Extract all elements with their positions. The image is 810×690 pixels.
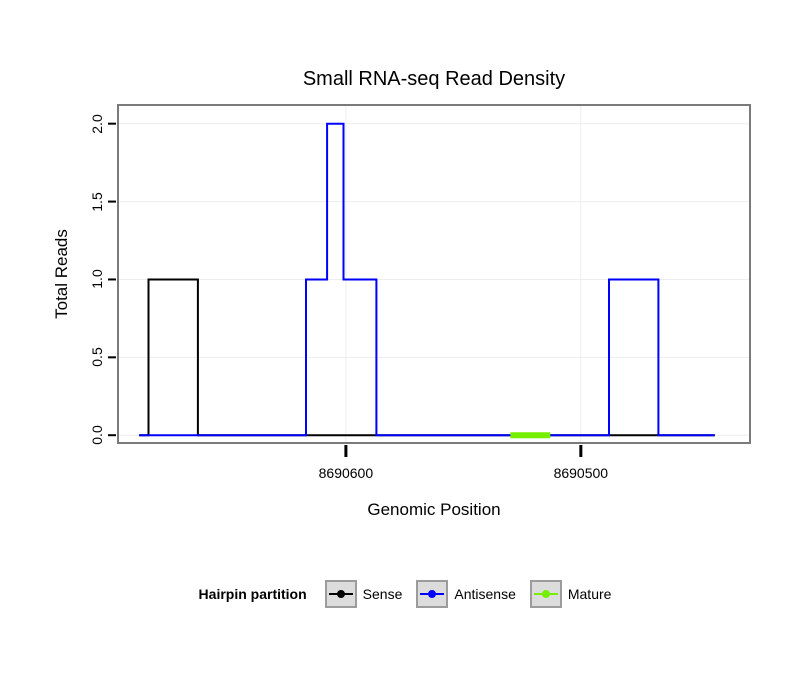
legend-item-antisense: Antisense <box>416 580 516 608</box>
legend-title: Hairpin partition <box>198 586 307 602</box>
legend-key-mature <box>529 580 562 608</box>
y-tick-label: 0.5 <box>89 347 105 368</box>
sense-line-point-icon <box>328 590 353 598</box>
y-tick-label: 0.0 <box>89 425 105 445</box>
chart-title: Small RNA-seq Read Density <box>302 68 566 90</box>
x-axis-title: Genomic Position <box>367 500 501 519</box>
legend-label-antisense: Antisense <box>454 586 516 602</box>
panel-border <box>117 104 751 444</box>
antisense-line-point-icon <box>420 590 445 598</box>
x-tick-label: 8690600 <box>318 465 374 481</box>
legend-label-mature: Mature <box>567 586 612 602</box>
x-tick-label: 8690500 <box>553 465 609 481</box>
legend-key-sense <box>324 580 357 608</box>
y-tick-label: 2.0 <box>89 113 105 134</box>
y-tick-label: 1.0 <box>89 269 105 290</box>
y-tick-label: 1.5 <box>89 191 105 212</box>
legend: Hairpin partition Sense Antisense <box>0 580 810 608</box>
legend-label-sense: Sense <box>362 586 403 602</box>
series-antisense <box>139 122 715 437</box>
legend-item-sense: Sense <box>324 580 403 608</box>
y-axis-title: Total Reads <box>52 229 71 319</box>
mature-line-point-icon <box>533 590 558 598</box>
legend-key-antisense <box>416 580 449 608</box>
legend-item-mature: Mature <box>529 580 612 608</box>
